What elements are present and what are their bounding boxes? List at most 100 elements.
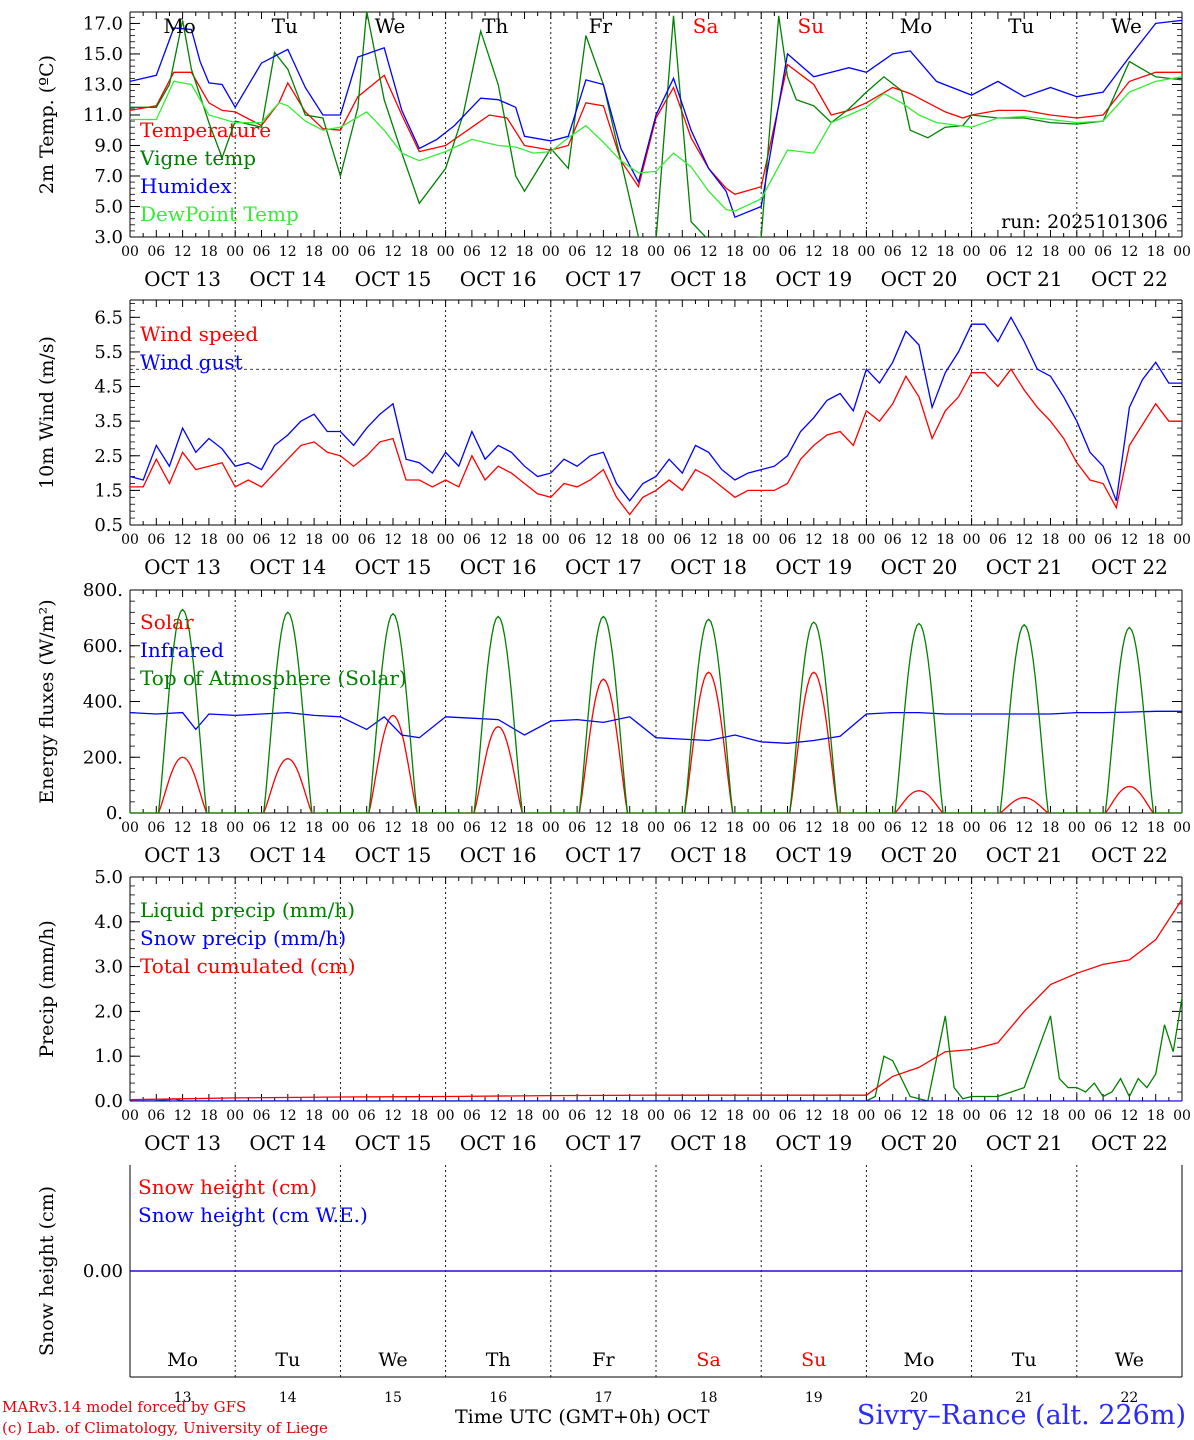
precip-hour-label: 00 [1068,1108,1086,1124]
wind-date-label: OCT 21 [986,555,1063,579]
precip-hour-label: 06 [884,1108,902,1124]
wind-hour-label: 06 [989,532,1007,548]
wind-date-label: OCT 14 [249,555,326,579]
fluxes-date-label: OCT 17 [565,843,642,867]
fluxes-hour-label: 00 [963,820,981,836]
precip-hour-label: 12 [700,1108,718,1124]
wind-hour-label: 00 [226,532,244,548]
precip-hour-label: 18 [305,1108,323,1124]
temperature-y-tick-label: 5.0 [94,196,123,217]
snow-day-number: 17 [594,1390,612,1406]
fluxes-hour-label: 06 [989,820,1007,836]
precip-hour-label: 18 [831,1108,849,1124]
wind-hour-label: 12 [700,532,718,548]
snow-day-number: 16 [489,1390,507,1406]
temperature-hour-label: 00 [647,244,665,260]
temperature-hour-label: 18 [621,244,639,260]
fluxes-series-infrared [130,710,1182,744]
precip-hour-label: 06 [463,1108,481,1124]
snow-day-number: 21 [1015,1390,1033,1406]
precip-hour-label: 12 [174,1108,192,1124]
wind-hour-label: 06 [884,532,902,548]
wind-hour-label: 00 [542,532,560,548]
temperature-y-tick-label: 13.0 [83,74,123,95]
precip-y-tick-label: 2.0 [94,1001,123,1022]
snow-weekday-label: Su [801,1349,826,1371]
fluxes-date-label: OCT 16 [460,843,537,867]
temperature-y-tick-label: 7.0 [94,166,123,187]
snow-day-number: 20 [910,1390,928,1406]
precip-date-label: OCT 20 [881,1131,958,1155]
precip-date-label: OCT 21 [986,1131,1063,1155]
precip-hour-label: 00 [752,1108,770,1124]
wind-hour-label: 12 [594,532,612,548]
temperature-date-label: OCT 18 [670,267,747,291]
wind-hour-label: 06 [673,532,691,548]
wind-hour-label: 18 [410,532,428,548]
wind-y-axis-title: 10m Wind (m/s) [36,336,58,489]
temperature-hour-label: 06 [253,244,271,260]
wind-hour-label: 06 [358,532,376,548]
wind-date-label: OCT 18 [670,555,747,579]
wind-hour-label: 18 [621,532,639,548]
temperature-hour-label: 00 [542,244,560,260]
wind-hour-label: 06 [463,532,481,548]
fluxes-hour-label: 00 [647,820,665,836]
temperature-hour-label: 18 [1147,244,1165,260]
fluxes-hour-label: 12 [594,820,612,836]
fluxes-hour-label: 06 [673,820,691,836]
fluxes-hour-label: 18 [516,820,534,836]
precip-hour-label: 00 [857,1108,875,1124]
temperature-hour-label: 12 [700,244,718,260]
wind-hour-label: 18 [831,532,849,548]
wind-y-tick-label: 3.5 [94,411,123,432]
precip-hour-label: 12 [279,1108,297,1124]
fluxes-hour-label: 18 [1042,820,1060,836]
wind-hour-label: 06 [568,532,586,548]
fluxes-y-axis-title: Energy fluxes (W/m²) [36,599,58,803]
fluxes-hour-label: 06 [779,820,797,836]
wind-date-label: OCT 20 [881,555,958,579]
wind-hour-label: 18 [1147,532,1165,548]
fluxes-legend-1: Infrared [140,638,224,662]
precip-hour-label: 00 [647,1108,665,1124]
wind-hour-label: 12 [489,532,507,548]
snow-legend-0: Snow height (cm) [138,1175,317,1199]
wind-hour-label: 18 [200,532,218,548]
temperature-y-tick-label: 17.0 [83,13,123,34]
wind-y-tick-label: 1.5 [94,480,123,501]
temperature-series-temperature [130,63,1182,196]
precip-hour-label: 06 [147,1108,165,1124]
snow-weekday-label: Sa [696,1349,720,1371]
wind-hour-label: 12 [1015,532,1033,548]
temperature-hour-label: 12 [805,244,823,260]
temperature-hour-label: 18 [516,244,534,260]
temperature-hour-label: 18 [1042,244,1060,260]
fluxes-y-tick-label: 800. [83,580,123,601]
precip-hour-label: 00 [331,1108,349,1124]
precip-y-tick-label: 1.0 [94,1046,123,1067]
wind-legend-0: Wind speed [140,322,258,346]
wind-date-label: OCT 17 [565,555,642,579]
precip-hour-label: 12 [489,1108,507,1124]
fluxes-hour-label: 06 [147,820,165,836]
fluxes-y-tick-label: 400. [83,692,123,713]
temperature-date-label: OCT 13 [144,267,221,291]
temperature-hour-label: 06 [463,244,481,260]
fluxes-date-label: OCT 19 [775,843,852,867]
temperature-hour-label: 00 [752,244,770,260]
wind-y-tick-label: 2.5 [94,446,123,467]
fluxes-date-label: OCT 22 [1091,843,1168,867]
precip-hour-label: 18 [621,1108,639,1124]
fluxes-hour-label: 12 [489,820,507,836]
fluxes-y-tick-label: 600. [83,636,123,657]
precip-date-label: OCT 15 [355,1131,432,1155]
run-label: run: 2025101306 [1001,211,1168,233]
temperature-series-dewpoint-temp [130,76,1182,212]
snow-day-number: 22 [1120,1390,1138,1406]
fluxes-hour-label: 06 [253,820,271,836]
temperature-hour-label: 18 [831,244,849,260]
snow-legend-1: Snow height (cm W.E.) [138,1203,368,1227]
precip-date-label: OCT 17 [565,1131,642,1155]
